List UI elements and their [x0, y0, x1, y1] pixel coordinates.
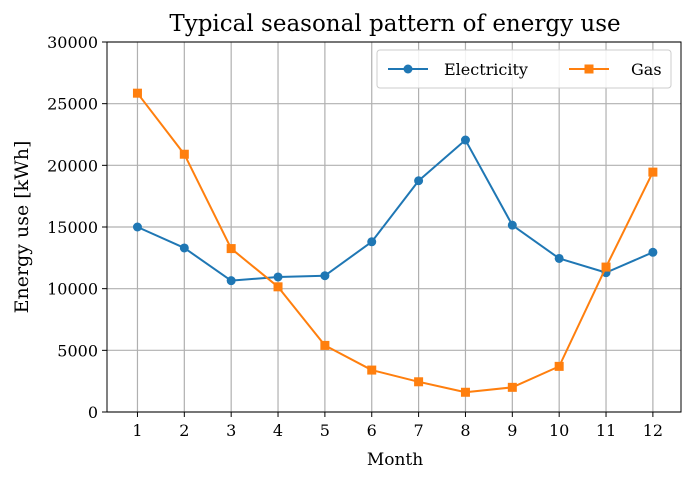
data-point-gas: [226, 244, 236, 254]
y-axis: 0 5000 10000 15000 20000 25000 30000: [47, 33, 107, 422]
x-tick-label: 6: [367, 421, 377, 440]
series-line-gas: [136, 92, 654, 394]
data-point-electricity: [414, 176, 424, 186]
x-tick-label: 8: [460, 421, 470, 440]
x-axis: 1 2 3 4 5 6 7 8 9 10 11 12: [132, 412, 663, 440]
y-tick-label: 15000: [47, 218, 98, 237]
legend: Electricity Gas: [376, 49, 672, 89]
legend-box: [376, 49, 672, 89]
data-point-electricity: [367, 237, 377, 247]
y-axis-label: Energy use [kWh]: [11, 141, 33, 314]
legend-marker-gas: [584, 64, 594, 74]
data-point-electricity: [554, 253, 564, 263]
data-point-gas: [320, 340, 330, 350]
series-electricity: [132, 135, 658, 286]
legend-item-electricity: Electricity: [388, 60, 528, 79]
x-tick-label: 11: [596, 421, 616, 440]
data-point-electricity: [460, 135, 470, 145]
series-line-electricity: [137, 139, 654, 282]
legend-label-gas: Gas: [631, 60, 662, 79]
data-point-electricity: [320, 271, 330, 281]
x-tick-label: 5: [320, 421, 330, 440]
x-tick-label: 10: [549, 421, 569, 440]
y-tick-label: 10000: [47, 280, 98, 299]
data-point-gas: [460, 387, 470, 397]
legend-marker-electricity: [403, 64, 413, 74]
data-point-gas: [367, 365, 377, 375]
data-point-electricity: [179, 243, 189, 253]
x-tick-label: 2: [179, 421, 189, 440]
y-tick-label: 20000: [47, 156, 98, 175]
x-tick-label: 12: [643, 421, 663, 440]
data-point-gas: [414, 377, 424, 387]
x-tick-label: 9: [507, 421, 517, 440]
data-point-electricity: [226, 276, 236, 286]
legend-label-electricity: Electricity: [444, 60, 528, 79]
data-point-gas: [132, 88, 142, 98]
series-gas: [132, 88, 658, 397]
y-tick-label: 25000: [47, 95, 98, 114]
x-tick-label: 3: [226, 421, 236, 440]
x-tick-label: 7: [414, 421, 424, 440]
x-tick-label: 1: [132, 421, 142, 440]
data-point-electricity: [132, 222, 142, 232]
data-point-gas: [648, 167, 658, 177]
data-point-electricity: [273, 272, 283, 282]
data-point-gas: [601, 262, 611, 272]
series-layer: [132, 88, 658, 397]
data-point-electricity: [507, 220, 517, 230]
data-point-gas: [507, 382, 517, 392]
x-axis-label: Month: [367, 450, 423, 470]
y-tick-label: 0: [88, 403, 98, 422]
data-point-gas: [554, 361, 564, 371]
data-point-gas: [273, 282, 283, 292]
data-point-electricity: [648, 247, 658, 257]
y-tick-label: 30000: [47, 33, 98, 52]
y-tick-label: 5000: [57, 341, 98, 360]
legend-item-gas: Gas: [569, 60, 662, 79]
chart-title: Typical seasonal pattern of energy use: [169, 11, 620, 37]
data-point-gas: [179, 149, 189, 159]
x-tick-label: 4: [273, 421, 283, 440]
